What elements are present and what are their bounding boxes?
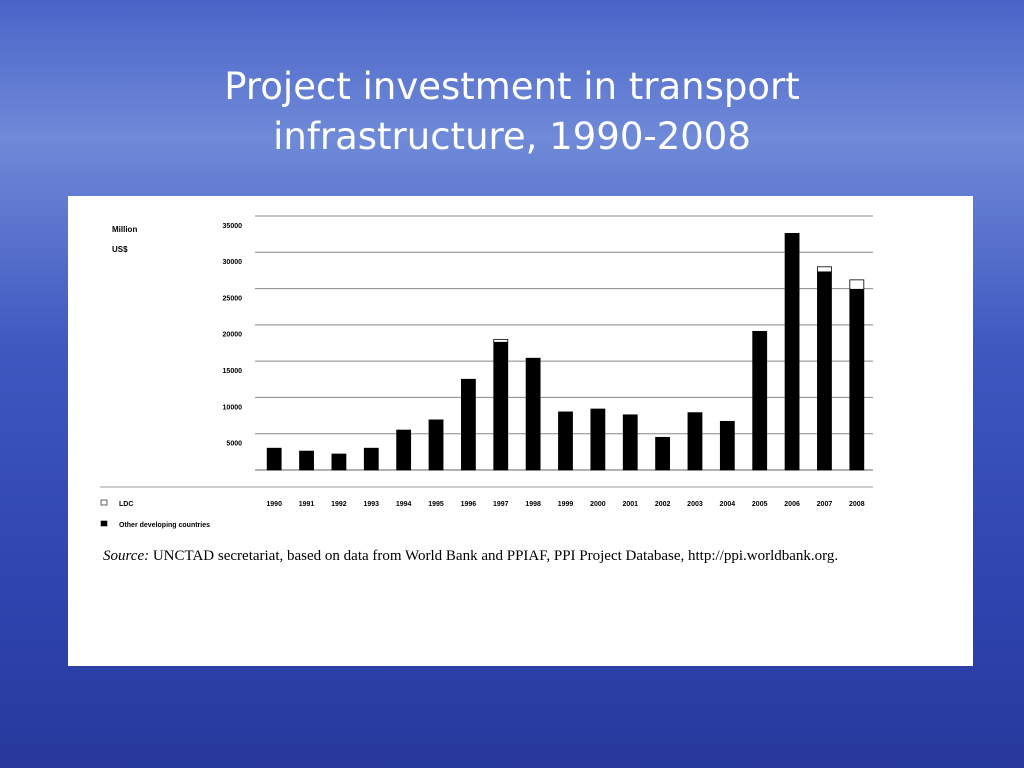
bar-segment bbox=[558, 411, 573, 471]
bar-segment bbox=[266, 447, 282, 471]
legend-swatch bbox=[100, 520, 108, 527]
x-tick-label: 2007 bbox=[817, 501, 833, 508]
bar-segment bbox=[719, 420, 735, 471]
x-tick-label: 2000 bbox=[590, 501, 606, 508]
source-end: . bbox=[834, 548, 839, 564]
x-tick-label: 1995 bbox=[428, 501, 444, 508]
x-tick-label: 2006 bbox=[784, 501, 800, 508]
bar-segment bbox=[396, 429, 412, 471]
slide-title: Project investment in transport infrastr… bbox=[224, 65, 800, 158]
x-tick-label: 1992 bbox=[331, 501, 347, 508]
bar-segment bbox=[460, 378, 476, 471]
legend-swatch bbox=[100, 499, 108, 506]
y-tick-label: 35000 bbox=[223, 223, 243, 230]
bar-segment bbox=[817, 271, 832, 471]
y-tick-label: 25000 bbox=[223, 295, 243, 302]
x-tick-label: 1994 bbox=[396, 501, 412, 508]
legend-label: LDC bbox=[119, 501, 133, 508]
x-tick-label: 1999 bbox=[558, 501, 574, 508]
bar-segment bbox=[299, 450, 314, 471]
bar-segment bbox=[622, 414, 638, 471]
x-tick-label: 1996 bbox=[461, 501, 477, 508]
bar-segment bbox=[849, 288, 865, 471]
bar-segment bbox=[784, 233, 800, 471]
bar-segment bbox=[817, 266, 832, 273]
x-tick-label: 2008 bbox=[849, 501, 865, 508]
bar-segment bbox=[331, 453, 347, 471]
x-tick-label: 2002 bbox=[655, 501, 671, 508]
bar-segment bbox=[363, 447, 379, 471]
source-label: Source: bbox=[103, 548, 150, 564]
y-tick-label: 20000 bbox=[223, 332, 243, 339]
y-tick-label: 15000 bbox=[223, 368, 243, 375]
bar-segment bbox=[590, 408, 606, 471]
bar-segment bbox=[752, 330, 768, 471]
legend-label: Other developing countries bbox=[119, 522, 210, 529]
bar-segment bbox=[687, 412, 703, 471]
x-tick-label: 2005 bbox=[752, 501, 768, 508]
y-axis-label: Million US$ bbox=[112, 225, 138, 254]
x-tick-label: 1990 bbox=[266, 501, 282, 508]
y-tick-label: 30000 bbox=[223, 259, 243, 266]
x-tick-label: 2003 bbox=[687, 501, 703, 508]
source-text: UNCTAD secretariat, based on data from W… bbox=[152, 548, 685, 564]
x-tick-label: 1997 bbox=[493, 501, 509, 508]
source: Source: UNCTAD secretariat, based on dat… bbox=[103, 544, 873, 568]
x-tick-label: 1991 bbox=[299, 501, 315, 508]
x-tick-label: 1993 bbox=[364, 501, 380, 508]
y-tick-label: 5000 bbox=[226, 441, 242, 448]
bar-segment bbox=[849, 279, 865, 290]
bar-segment bbox=[525, 357, 541, 471]
bar-segment bbox=[493, 341, 509, 471]
bar-segment bbox=[493, 338, 509, 343]
x-tick-label: 2004 bbox=[720, 501, 736, 508]
y-tick-label: 10000 bbox=[223, 404, 243, 411]
bar-segment bbox=[655, 436, 671, 471]
bar-segment bbox=[428, 419, 444, 471]
source-link[interactable]: http://ppi.worldbank.org bbox=[688, 548, 835, 564]
x-tick-label: 1998 bbox=[525, 501, 541, 508]
x-tick-label: 2001 bbox=[622, 501, 638, 508]
